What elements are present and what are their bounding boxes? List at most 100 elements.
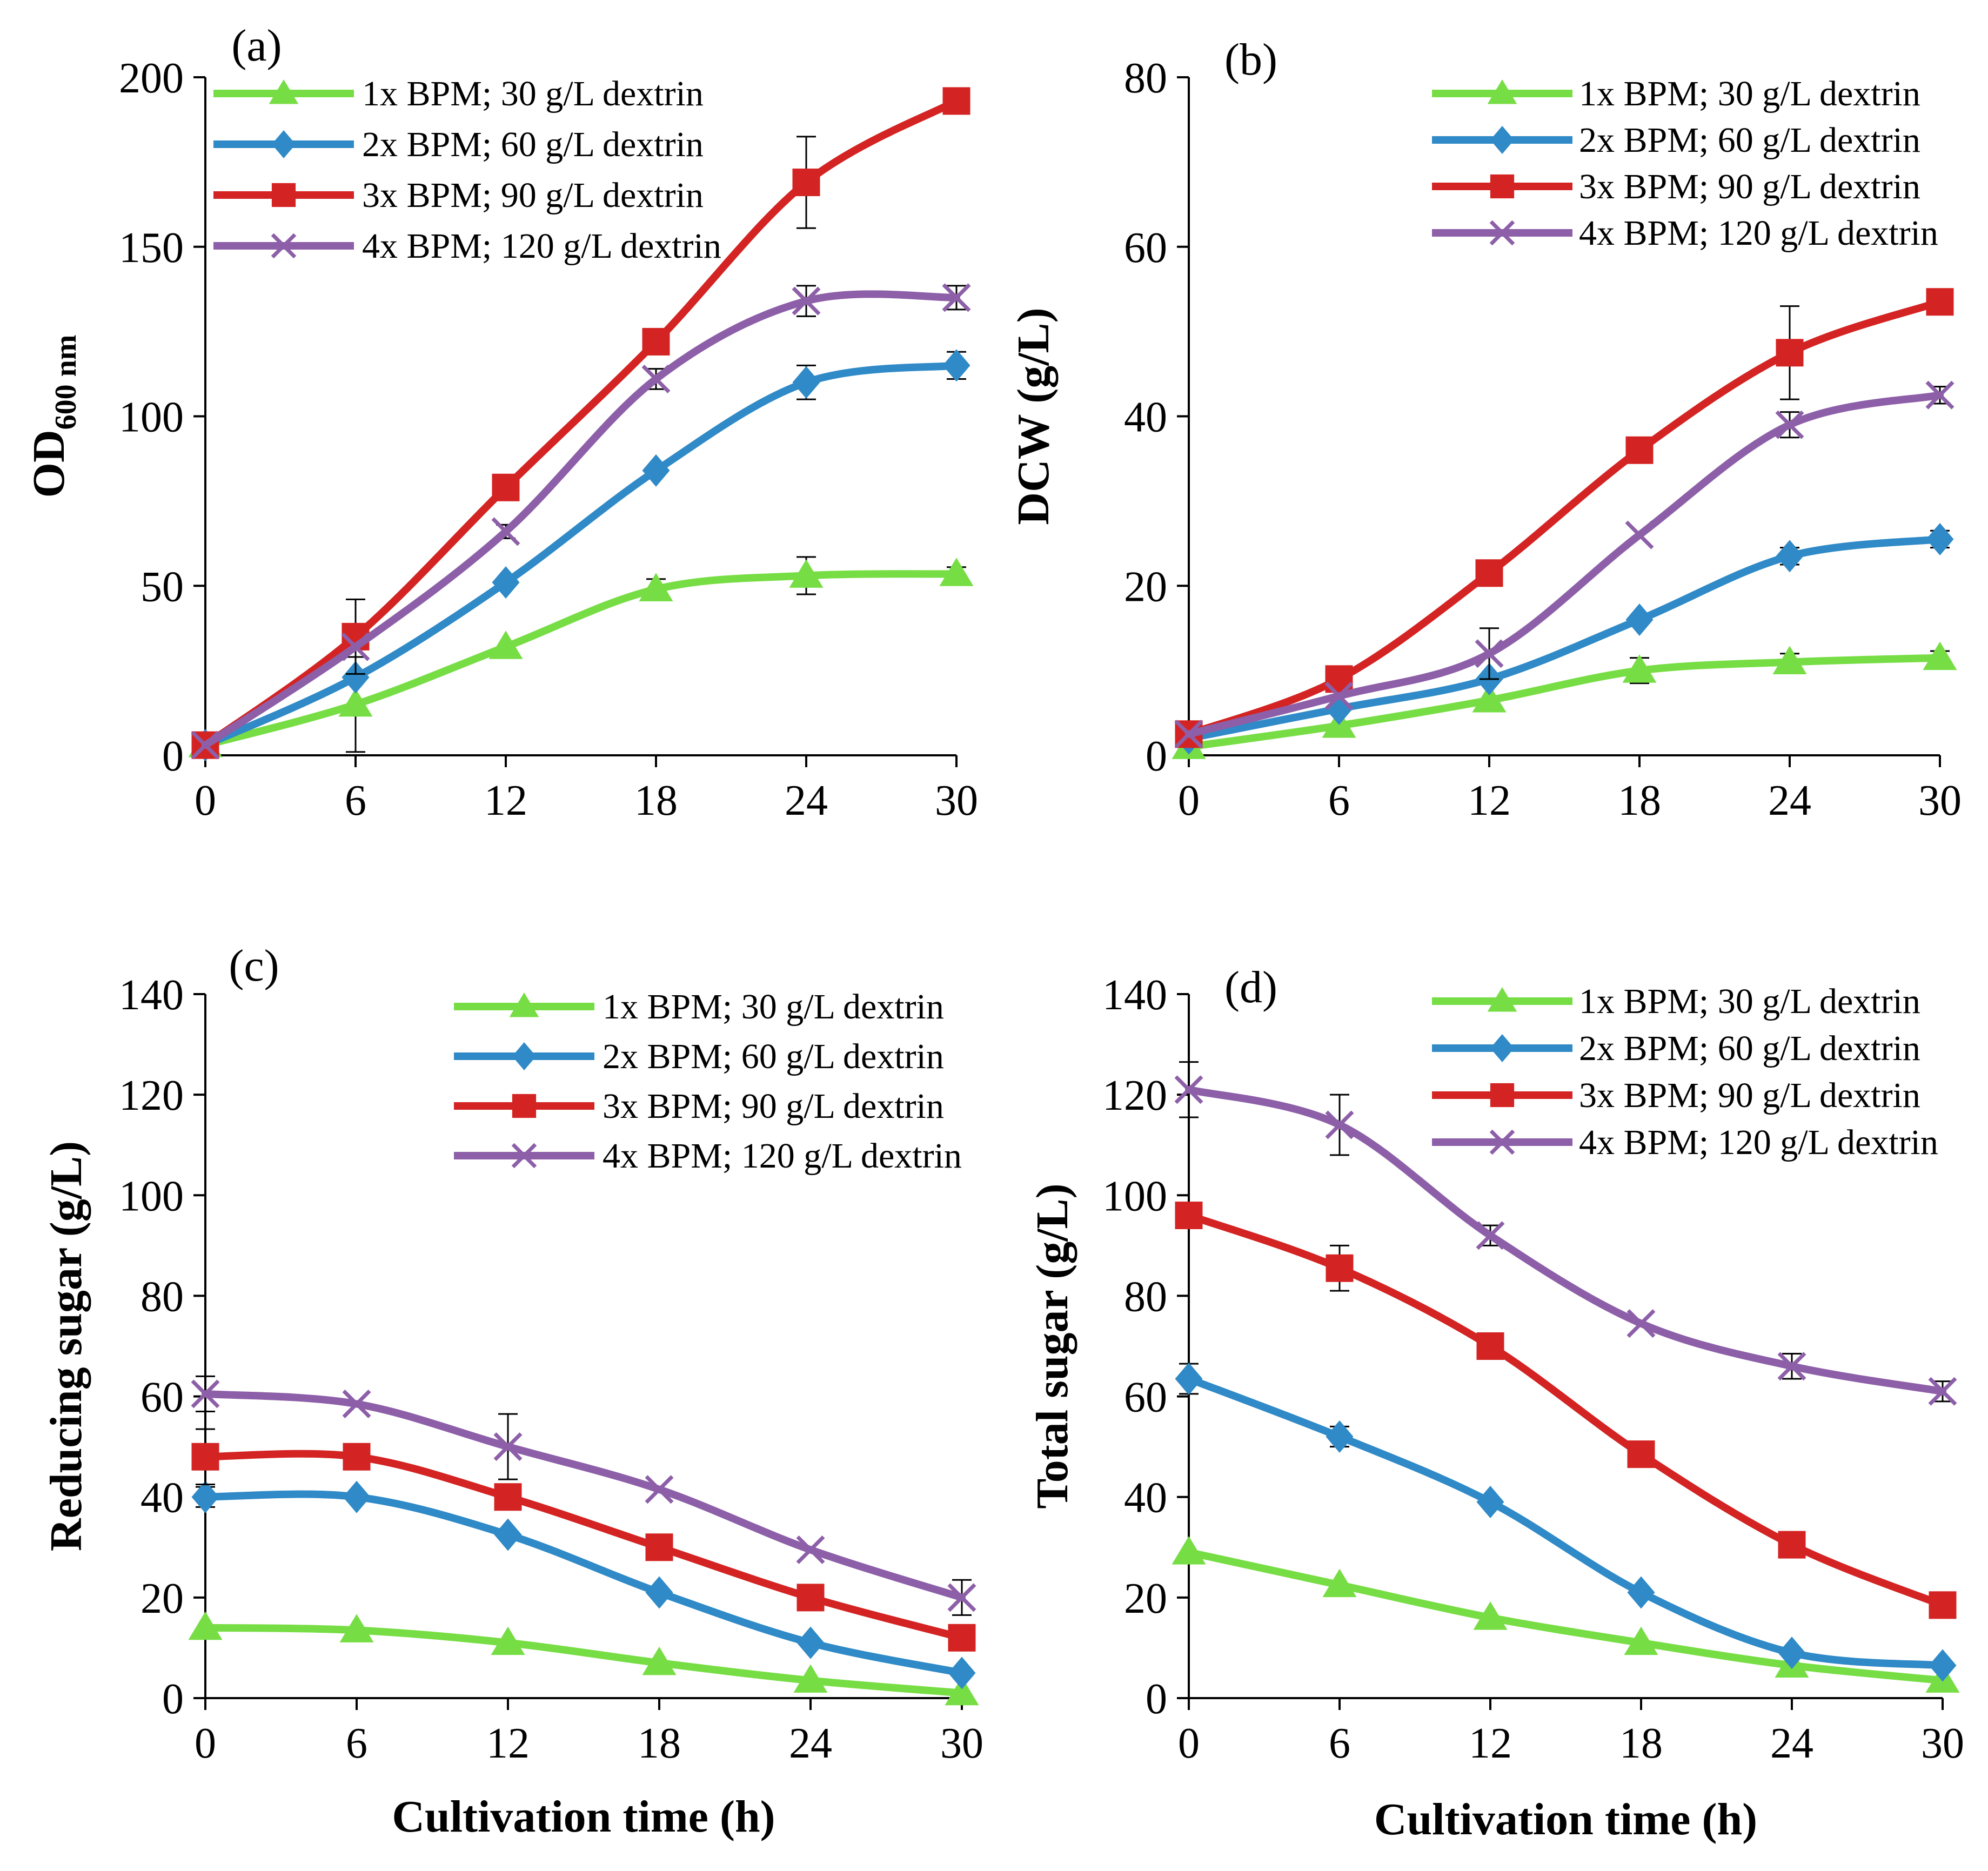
chart-panel-1: 0 50 100 150 200 0 6 12 18 24 30 OD600 nm (a) 1x BPM;… — [24, 21, 978, 824]
data-point — [1476, 1221, 1505, 1250]
x-tick-label: 30 — [1918, 777, 1962, 824]
legend-label: 1x BPM; 30 g/L dextrin — [362, 74, 704, 113]
y-tick-label: 50 — [140, 563, 184, 611]
data-point — [1326, 1254, 1354, 1282]
y-tick-label: 0 — [1146, 733, 1167, 780]
data-point — [1778, 1531, 1806, 1559]
y-axis-title: OD600 nm — [24, 335, 83, 498]
series-2 — [191, 1480, 976, 1689]
y-axis-title: DCW (g/L) — [1008, 307, 1059, 525]
data-point — [1626, 1309, 1656, 1338]
y-tick-label: 100 — [1102, 1172, 1167, 1220]
data-point — [1772, 646, 1807, 674]
y-tick-label: 40 — [1124, 1474, 1167, 1522]
data-point — [645, 1475, 674, 1504]
legend-label: 2x BPM; 60 g/L dextrin — [603, 1037, 944, 1076]
x-tick-label: 30 — [935, 777, 978, 824]
legend-entry: 2x BPM; 60 g/L dextrin — [1432, 1029, 1920, 1068]
x-tick-label: 12 — [486, 1720, 530, 1767]
data-point — [494, 1483, 522, 1511]
data-point — [945, 1676, 979, 1706]
data-point — [1775, 410, 1804, 439]
data-point — [792, 169, 820, 197]
data-point — [947, 1583, 976, 1612]
y-tick-label: 100 — [119, 394, 184, 441]
y-tick-label: 20 — [140, 1575, 184, 1622]
data-point — [1174, 720, 1203, 749]
series-line — [1185, 654, 1944, 751]
data-point — [645, 1576, 673, 1609]
series-line — [1185, 535, 1944, 742]
x-tick-label: 18 — [1618, 777, 1661, 824]
data-point — [1776, 540, 1804, 573]
y-tick-label: 120 — [1102, 1072, 1167, 1119]
y-tick-label: 150 — [119, 224, 184, 272]
y-axis-title-subscript: 600 nm — [49, 335, 83, 430]
legend-label: 2x BPM; 60 g/L dextrin — [1579, 1029, 1920, 1068]
data-point — [939, 558, 974, 586]
data-point — [1926, 522, 1954, 555]
y-axis-title: Reducing sugar (g/L) — [41, 1141, 91, 1551]
series-4 — [191, 1375, 976, 1616]
series-2 — [1175, 1362, 1957, 1682]
data-point — [1925, 380, 1954, 410]
x-tick-label: 0 — [195, 1720, 216, 1767]
data-point — [1174, 1075, 1203, 1104]
legend-marker — [512, 1042, 537, 1070]
series-line — [202, 570, 960, 749]
x-tick-label: 18 — [634, 777, 678, 824]
data-point — [1476, 1486, 1504, 1519]
panel-label: (b) — [1224, 35, 1277, 85]
data-point — [191, 1379, 220, 1409]
x-tick-label: 6 — [346, 1720, 367, 1767]
data-point — [1326, 1420, 1354, 1453]
series-line — [202, 1450, 966, 1642]
data-point — [339, 1614, 374, 1642]
y-tick-label: 60 — [1124, 224, 1167, 272]
legend-entry: 3x BPM; 90 g/L dextrin — [1432, 1076, 1920, 1115]
y-tick-label: 20 — [1124, 1575, 1167, 1622]
x-tick-label: 12 — [1469, 1720, 1512, 1767]
x-tick-label: 18 — [638, 1720, 681, 1767]
x-axis-title: Cultivation time (h) — [1374, 1794, 1757, 1845]
x-tick-label: 6 — [1329, 1720, 1350, 1767]
y-tick-label: 100 — [119, 1172, 184, 1220]
data-point — [645, 1533, 673, 1561]
data-point — [1928, 1377, 1957, 1406]
legend-label: 2x BPM; 60 g/L dextrin — [1579, 120, 1920, 160]
y-tick-label: 0 — [1146, 1675, 1167, 1723]
series-line — [1185, 1548, 1946, 1685]
data-point — [942, 283, 971, 312]
series-line — [1185, 298, 1944, 738]
x-tick-label: 6 — [345, 777, 366, 824]
chart-panel-3: 0 20 40 60 80 100 120 140 0 6 12 18 24 30 Reducing sug… — [41, 941, 983, 1842]
legend-label: 4x BPM; 120 g/L dextrin — [603, 1136, 962, 1176]
data-point — [1473, 1601, 1508, 1630]
data-point — [1324, 681, 1354, 710]
series-1 — [188, 556, 974, 757]
legend-entry: 4x BPM; 120 g/L dextrin — [454, 1136, 962, 1176]
x-tick-label: 6 — [1328, 777, 1350, 824]
legend-marker — [509, 992, 539, 1017]
legend-marker — [271, 183, 296, 207]
data-point — [1929, 1649, 1957, 1682]
legend-marker — [512, 1094, 537, 1118]
legend-label: 1x BPM; 30 g/L dextrin — [1579, 982, 1920, 1021]
y-tick-label: 80 — [140, 1273, 184, 1320]
data-point — [491, 1626, 525, 1655]
legend-label: 3x BPM; 90 g/L dextrin — [1579, 167, 1920, 206]
series-line — [202, 1390, 966, 1601]
data-point — [1175, 1362, 1203, 1395]
x-tick-label: 12 — [1468, 777, 1511, 824]
x-tick-label: 30 — [940, 1720, 983, 1767]
series-line — [1185, 391, 1944, 738]
data-point — [492, 566, 520, 599]
data-point — [1325, 1110, 1354, 1139]
data-point — [1476, 1332, 1504, 1360]
legend-marker — [1487, 79, 1517, 104]
legend-entry: 4x BPM; 120 g/L dextrin — [1432, 213, 1938, 253]
legend-marker — [271, 130, 296, 158]
data-point — [342, 1390, 371, 1419]
data-point — [1778, 1637, 1806, 1669]
